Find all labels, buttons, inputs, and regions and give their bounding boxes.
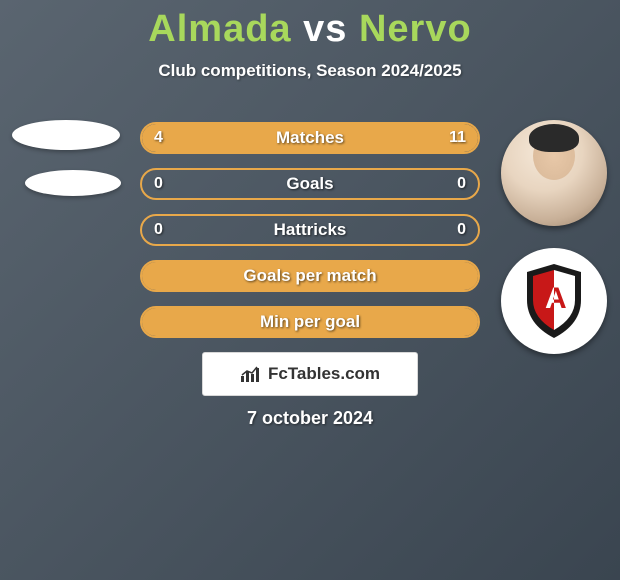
subtitle: Club competitions, Season 2024/2025 <box>0 61 620 81</box>
stat-bar-goals-per-match: Goals per match <box>140 260 480 292</box>
club-shield-icon: A A <box>521 262 587 340</box>
bar-value-right: 0 <box>457 175 466 193</box>
bar-value-right: 0 <box>457 221 466 239</box>
player1-name: Almada <box>148 8 291 50</box>
bar-label: Min per goal <box>260 312 360 332</box>
stat-bar-hattricks: 0 0 Hattricks <box>140 214 480 246</box>
header: Almada vs Nervo Club competitions, Seaso… <box>0 0 620 81</box>
bar-fill-right <box>233 124 478 152</box>
bar-value-left: 4 <box>154 129 163 147</box>
page-title: Almada vs Nervo <box>0 8 620 51</box>
brand-text: FcTables.com <box>268 364 380 384</box>
bar-value-left: 0 <box>154 221 163 239</box>
brand-chart-icon <box>240 365 262 383</box>
stat-bar-min-per-goal: Min per goal <box>140 306 480 338</box>
bar-value-left: 0 <box>154 175 163 193</box>
bar-label: Goals per match <box>243 266 376 286</box>
vs-text: vs <box>303 8 347 50</box>
right-column: A A <box>494 120 614 354</box>
stat-bars: 4 11 Matches 0 0 Goals 0 0 Hattricks Goals per ma… <box>140 122 480 338</box>
stat-bar-goals: 0 0 Goals <box>140 168 480 200</box>
brand-box[interactable]: FcTables.com <box>202 352 418 396</box>
bar-label: Goals <box>286 174 333 194</box>
left-column <box>6 120 126 196</box>
player2-club-badge: A A <box>501 248 607 354</box>
stat-bar-matches: 4 11 Matches <box>140 122 480 154</box>
player1-club-placeholder <box>25 170 121 196</box>
bar-label: Matches <box>276 128 344 148</box>
bar-value-right: 11 <box>449 129 466 147</box>
bar-label: Hattricks <box>274 220 347 240</box>
player1-avatar-placeholder <box>12 120 120 150</box>
player2-name: Nervo <box>359 8 472 50</box>
date-text: 7 october 2024 <box>0 408 620 429</box>
player2-avatar <box>501 120 607 226</box>
